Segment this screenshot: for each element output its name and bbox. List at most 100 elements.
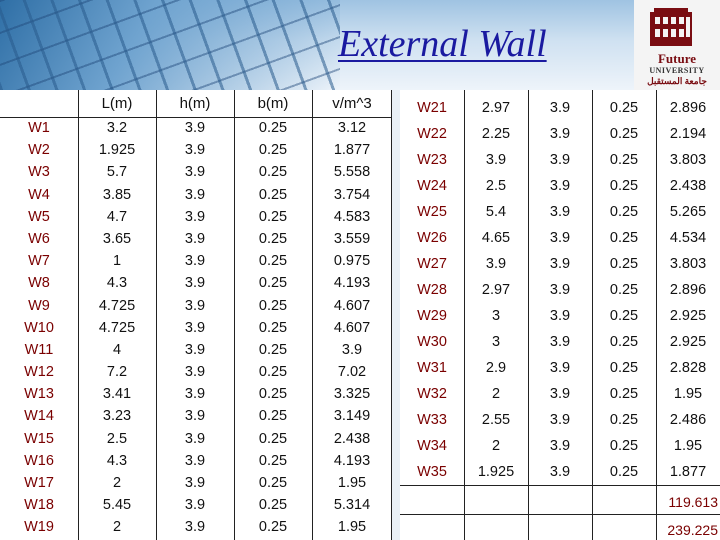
table-cell: W15 xyxy=(24,430,54,447)
table-cell: 0.25 xyxy=(258,430,288,447)
table-cell: 0.25 xyxy=(258,497,288,514)
table-cell: 0.25 xyxy=(258,297,288,314)
table-cell: 0.25 xyxy=(609,126,639,142)
table-cell: 3.9 xyxy=(184,497,206,514)
table-cell: W33 xyxy=(417,412,447,428)
totals-divider xyxy=(400,514,720,515)
header-length: L(m) xyxy=(101,95,133,112)
header-height: h(m) xyxy=(179,95,211,112)
table-cell: 2.925 xyxy=(669,308,707,324)
table-cell: 3.9 xyxy=(549,100,571,116)
table-cell: W31 xyxy=(417,360,447,376)
thickness-column: 0.25 0.25 0.25 0.25 0.25 0.25 0.25 0.25 0.25 0.25… xyxy=(234,117,312,539)
table-cell: W3 xyxy=(28,164,50,181)
logo-arabic-text: جامعة المستقبل xyxy=(647,76,707,86)
total-volume-1: 119.613 xyxy=(668,494,718,510)
table-cell: 3.754 xyxy=(333,186,371,203)
table-cell: W9 xyxy=(28,297,50,314)
table-cell: 3.85 xyxy=(102,186,132,203)
table-cell: 2.438 xyxy=(669,178,707,194)
table-cell: 0.25 xyxy=(609,100,639,116)
table-cell: 2 xyxy=(491,386,501,402)
table-row: W26 4.65 3.9 0.25 4.534 xyxy=(400,225,720,251)
table-cell: W27 xyxy=(417,256,447,272)
table-cell: 1.877 xyxy=(333,142,371,159)
table-cell: 4.607 xyxy=(333,319,371,336)
totals-divider xyxy=(400,485,720,486)
table-cell: 2.5 xyxy=(106,430,128,447)
table-cell: 2.9 xyxy=(485,360,507,376)
table-cell: 3.9 xyxy=(549,204,571,220)
table-cell: 0.25 xyxy=(258,208,288,225)
slide-title: External Wall xyxy=(338,23,547,65)
table-cell: 3.9 xyxy=(549,282,571,298)
table-cell: W19 xyxy=(24,519,54,536)
table-cell: 1.877 xyxy=(669,464,707,480)
table-cell: 3.9 xyxy=(549,334,571,350)
table-row: W25 5.4 3.9 0.25 5.265 xyxy=(400,199,720,225)
table-cell: 3.803 xyxy=(669,152,707,168)
building-photo xyxy=(0,0,340,90)
table-cell: 2.925 xyxy=(669,334,707,350)
table-cell: 0.25 xyxy=(258,386,288,403)
table-cell: 0.25 xyxy=(258,120,288,136)
table-cell: W14 xyxy=(24,408,54,425)
table-cell: 4.7 xyxy=(106,208,128,225)
table-row: W31 2.9 3.9 0.25 2.828 xyxy=(400,355,720,381)
table-cell: 0.25 xyxy=(609,204,639,220)
table-cell: 4.193 xyxy=(333,275,371,292)
table-cell: 3.9 xyxy=(184,164,206,181)
table-cell: 3.9 xyxy=(184,208,206,225)
table-cell: 2 xyxy=(112,475,122,491)
university-logo: Future UNIVERSITY جامعة المستقبل xyxy=(634,0,720,90)
col-divider xyxy=(234,90,235,540)
table-cell: 1.95 xyxy=(673,438,703,454)
table-cell: 2 xyxy=(112,519,122,536)
table-cell: 3.9 xyxy=(184,230,206,247)
table-cell: W8 xyxy=(28,275,50,292)
table-cell: 0.25 xyxy=(258,253,288,270)
table-cell: 0.25 xyxy=(258,186,288,203)
table-cell: 1.95 xyxy=(337,475,367,491)
table-cell: 3.803 xyxy=(669,256,707,272)
table-cell: 3.9 xyxy=(184,452,206,469)
table-cell: W17 xyxy=(24,475,54,491)
table-cell: 2 xyxy=(491,438,501,454)
table-cell: 3.9 xyxy=(485,256,507,272)
table-cell: W7 xyxy=(28,253,50,270)
table-cell: 5.265 xyxy=(669,204,707,220)
table-cell: 2.896 xyxy=(669,282,707,298)
table-cell: 3 xyxy=(491,308,501,324)
table-cell: 3.9 xyxy=(549,386,571,402)
table-cell: 3.23 xyxy=(102,408,132,425)
table-cell: W35 xyxy=(417,464,447,480)
col-divider xyxy=(656,90,657,540)
table-cell: 1.95 xyxy=(673,386,703,402)
table-cell: 3.559 xyxy=(333,230,371,247)
table-cell: 0.25 xyxy=(609,386,639,402)
height-column: 3.9 3.9 3.9 3.9 3.9 3.9 3.9 3.9 3.9 3.9 3.9 3.9 3.9 3… xyxy=(156,117,234,539)
table-cell: W13 xyxy=(24,386,54,403)
left-table-header: L(m) h(m) b(m) v/m^3 xyxy=(0,90,392,117)
table-cell: 0.975 xyxy=(333,253,371,270)
table-cell: W34 xyxy=(417,438,447,454)
table-cell: 1.925 xyxy=(98,142,136,159)
table-cell: W4 xyxy=(28,186,50,203)
table-cell: 3.9 xyxy=(184,341,206,358)
table-cell: 7.02 xyxy=(337,364,367,381)
table-cell: 0.25 xyxy=(258,475,288,491)
table-cell: 0.25 xyxy=(258,275,288,292)
logo-main-text: Future xyxy=(657,51,697,66)
table-cell: W28 xyxy=(417,282,447,298)
table-cell: 3.9 xyxy=(549,126,571,142)
table-cell: W16 xyxy=(24,452,54,469)
table-cell: 4.3 xyxy=(106,275,128,292)
table-cell: 0.25 xyxy=(258,364,288,381)
table-cell: 3.9 xyxy=(184,364,206,381)
table-cell: 0.25 xyxy=(609,438,639,454)
table-cell: 3.2 xyxy=(106,120,128,136)
table-row: W24 2.5 3.9 0.25 2.438 xyxy=(400,173,720,199)
table-cell: W6 xyxy=(28,230,50,247)
table-cell: 3.9 xyxy=(485,152,507,168)
table-cell: 3.149 xyxy=(333,408,371,425)
